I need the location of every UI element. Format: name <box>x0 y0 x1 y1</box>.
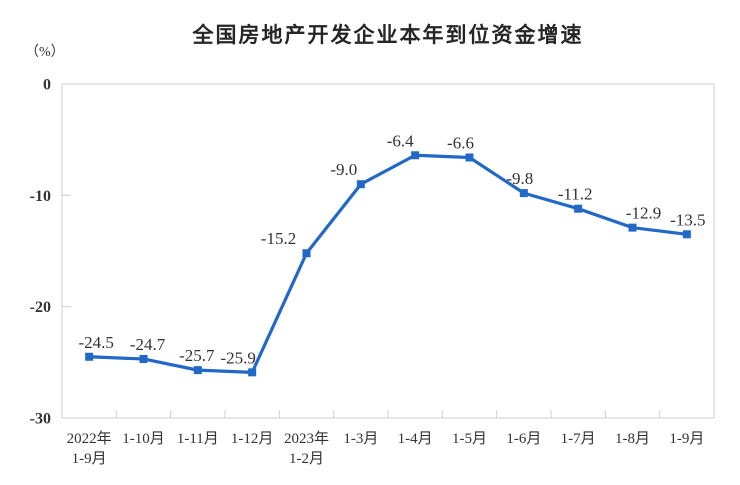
data-point-label: -15.2 <box>261 229 296 248</box>
data-point-label: -25.7 <box>179 346 215 365</box>
data-point-marker <box>465 153 474 162</box>
data-point-marker <box>85 352 94 361</box>
chart-title: 全国房地产开发企业本年到位资金增速 <box>192 24 584 47</box>
data-point-label: -12.9 <box>626 204 661 223</box>
y-axis-tick-label: -20 <box>30 299 51 316</box>
data-point-marker <box>248 368 257 377</box>
x-axis-tick-label: 1-5月 <box>452 431 487 447</box>
x-axis-tick-label: 1-8月 <box>615 431 650 447</box>
x-axis-tick-label: 1-9月 <box>669 431 704 447</box>
x-axis-tick-label: 1-11月 <box>177 431 219 447</box>
data-point-marker <box>574 204 583 213</box>
y-axis-tick-label: -10 <box>30 188 51 205</box>
data-point-label: -11.2 <box>558 185 593 204</box>
y-axis-unit-label: （%） <box>25 45 65 60</box>
data-point-label: -9.0 <box>330 160 357 179</box>
x-axis-tick-label: 1-3月 <box>343 431 378 447</box>
data-point-marker <box>519 189 528 198</box>
data-point-label: -13.5 <box>670 210 705 229</box>
data-line <box>87 153 689 374</box>
data-point-marker <box>193 366 202 375</box>
data-point-label: -24.7 <box>130 335 166 354</box>
x-axis-tick-label: 1-4月 <box>398 431 433 447</box>
x-axis-tick-label: 2023年 1-2月 <box>284 430 329 467</box>
data-point-label: -6.4 <box>387 131 414 150</box>
x-axis-tick-label: 1-7月 <box>561 431 596 447</box>
x-axis-tick-label: 1-12月 <box>231 431 274 447</box>
x-axis-tick-label: 1-6月 <box>506 431 541 447</box>
data-point-marker <box>628 223 637 232</box>
data-point-label: -25.9 <box>220 348 255 367</box>
data-point-marker <box>356 180 365 189</box>
data-point-marker <box>302 249 311 258</box>
y-axis-tick-label: -30 <box>30 411 51 428</box>
x-axis-tick-label: 2022年 1-9月 <box>67 430 112 467</box>
x-axis-tick-label: 1-10月 <box>122 431 165 447</box>
data-point-marker <box>139 354 148 363</box>
data-point-label: -6.6 <box>447 133 474 152</box>
data-point-marker <box>411 151 420 160</box>
y-axis-tick-label: 0 <box>43 77 51 94</box>
data-point-marker <box>682 230 691 239</box>
data-point-label: -24.5 <box>78 333 113 352</box>
data-point-label: -9.8 <box>506 169 533 188</box>
